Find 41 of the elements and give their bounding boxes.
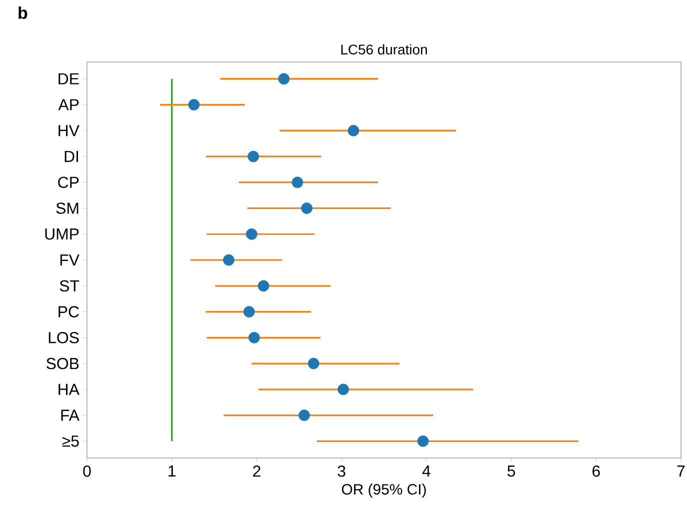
point <box>258 280 270 292</box>
y-tick-label: HA <box>58 384 80 395</box>
y-tick-label: AP <box>58 99 79 110</box>
y-tick-label: CP <box>58 176 79 188</box>
point <box>223 254 234 266</box>
y-tick-label: SM <box>56 202 78 214</box>
point <box>188 99 200 110</box>
point <box>308 358 320 370</box>
y-tick-label: ≥5 <box>62 436 79 447</box>
y-tick-label: DI <box>64 150 78 162</box>
point <box>338 384 349 396</box>
point <box>298 410 310 421</box>
point <box>248 150 260 162</box>
x-tick-label: 2 <box>253 466 260 477</box>
y-tick-label: UMP <box>45 228 79 240</box>
x-tick-label: 0 <box>83 466 91 477</box>
point <box>348 124 360 136</box>
point <box>417 435 429 447</box>
point <box>248 332 260 344</box>
point <box>301 202 312 214</box>
x-tick-label: 4 <box>422 466 430 476</box>
y-tick-label: HV <box>58 125 80 136</box>
y-tick-label: ST <box>60 280 80 292</box>
point <box>246 228 258 240</box>
y-tick-label: DE <box>58 73 79 84</box>
chart-title: LC56 duration <box>341 44 427 54</box>
text: b <box>18 6 28 19</box>
point <box>278 73 290 85</box>
x-tick-label: 6 <box>592 466 600 477</box>
x-axis-title: OR (95% CI) <box>342 484 426 498</box>
x-tick-label: 5 <box>507 466 516 477</box>
y-tick-label: FV <box>60 254 80 266</box>
x-tick-label: 1 <box>168 466 176 476</box>
x-tick-label: 3 <box>338 466 346 477</box>
point <box>292 176 304 188</box>
x-tick-label: 7 <box>677 466 685 476</box>
y-tick-label: FA <box>61 410 80 421</box>
y-tick-label: LOS <box>48 332 79 344</box>
y-tick-label: PC <box>58 306 79 318</box>
point <box>243 306 255 318</box>
y-tick-label: SOB <box>46 358 79 370</box>
